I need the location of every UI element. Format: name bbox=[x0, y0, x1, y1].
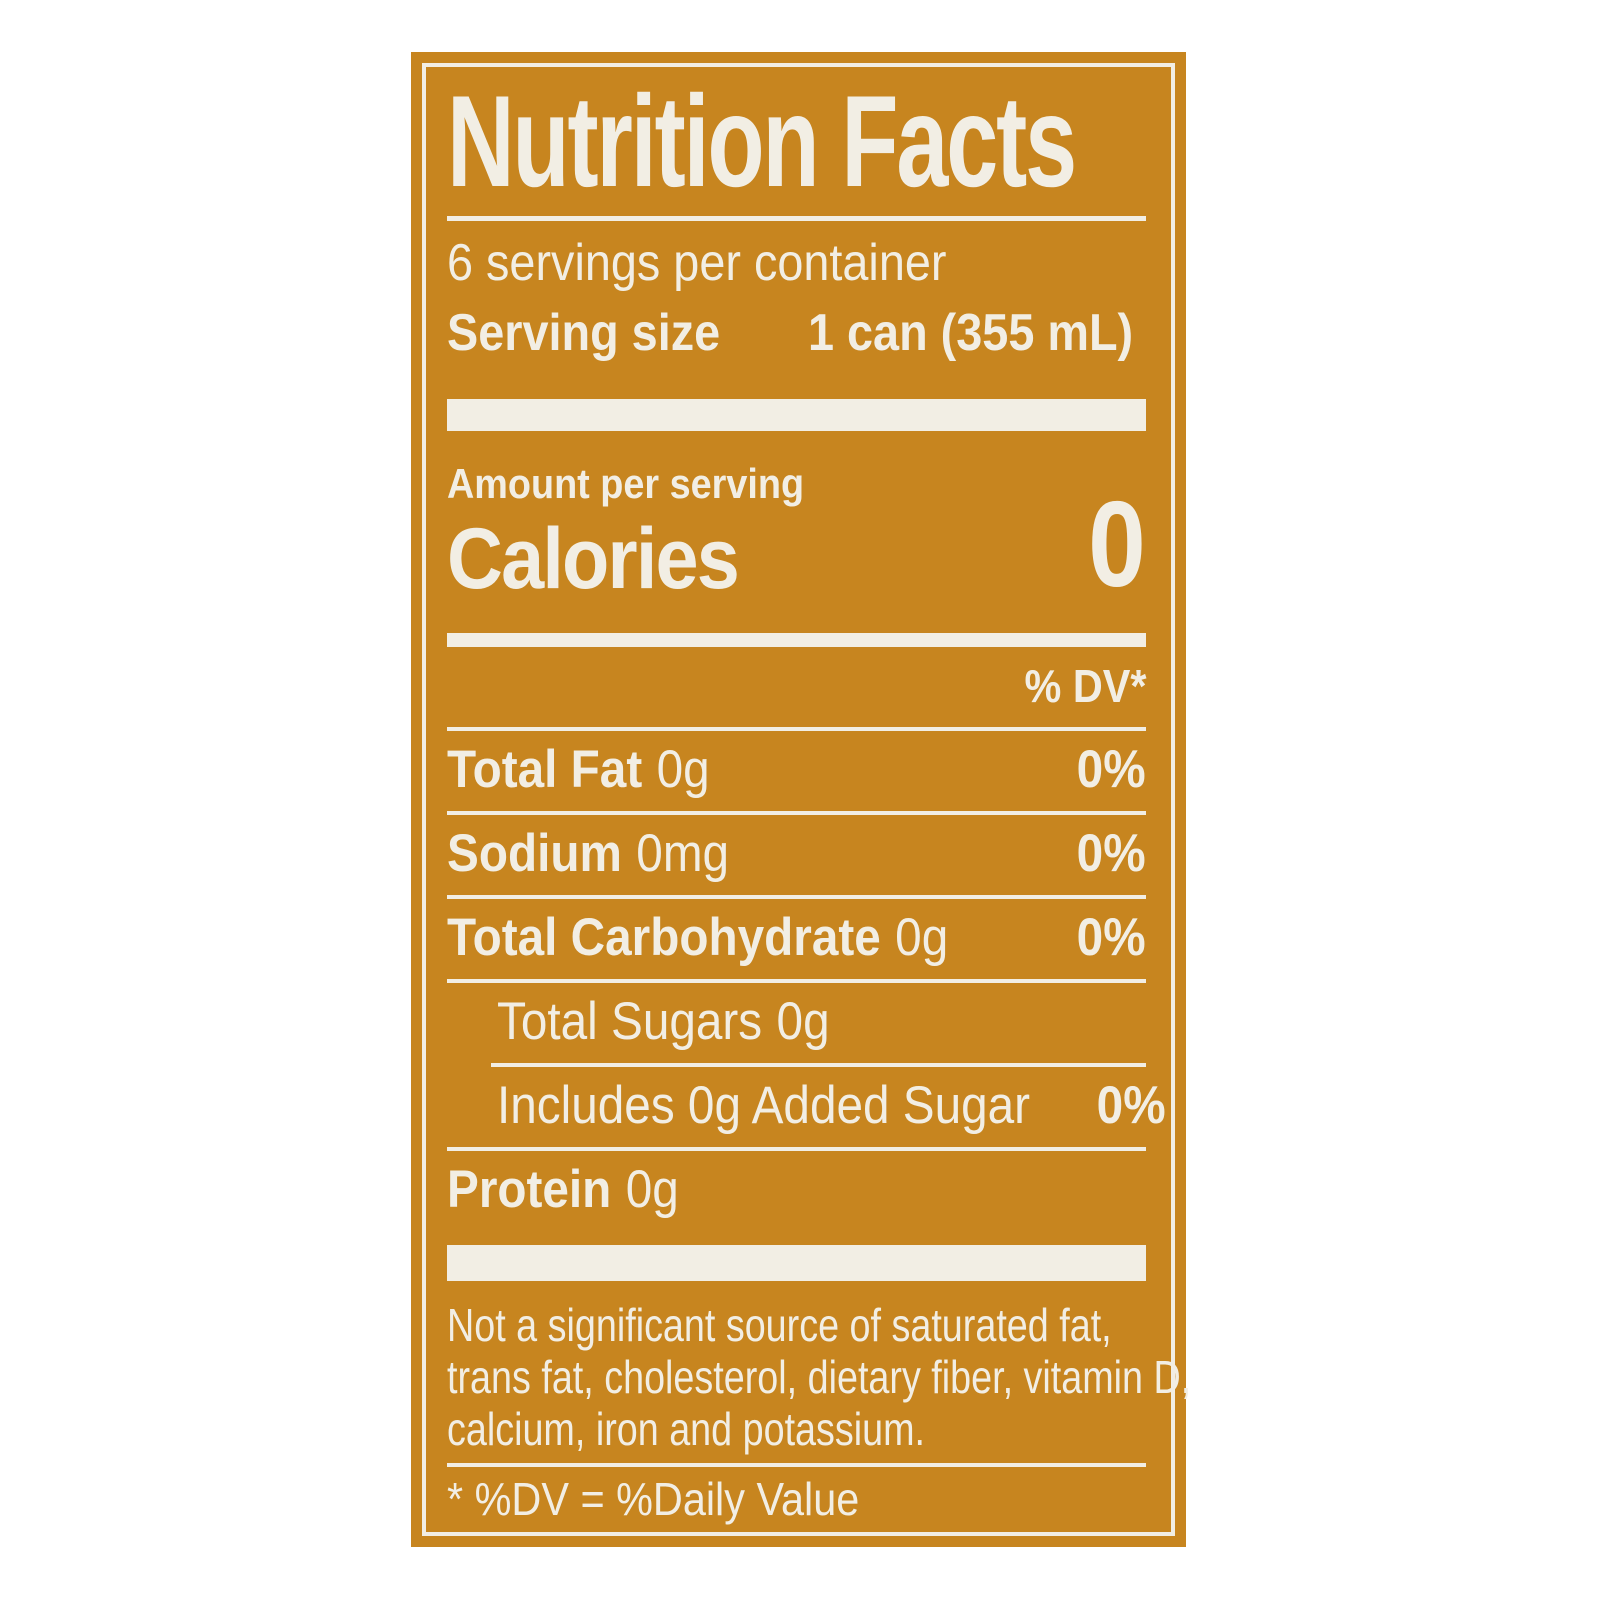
nutrient-amount: 0g bbox=[776, 992, 830, 1051]
calories-label: Calories bbox=[447, 511, 740, 607]
title-divider bbox=[447, 216, 1146, 221]
nutrient-name: Total Carbohydrate bbox=[447, 908, 881, 967]
divider bbox=[447, 1147, 1146, 1151]
section-bar-top bbox=[447, 399, 1146, 431]
calories-value: 0 bbox=[1088, 476, 1146, 612]
daily-value-note: * %DV = %Daily Value bbox=[447, 1473, 860, 1525]
nutrient-name: Includes 0g Added Sugar bbox=[497, 1076, 1031, 1135]
nutrition-facts-panel: Nutrition Facts 6 servings per container… bbox=[411, 52, 1192, 1547]
percent-dv-header: % DV* bbox=[1024, 660, 1146, 712]
nutrient-row-total-carbohydrate: Total Carbohydrate 0g 0% bbox=[447, 899, 1146, 979]
nutrient-amount: 0mg bbox=[636, 824, 730, 883]
calories-section: Amount per serving Calories 0 bbox=[447, 459, 1146, 607]
servings-per-container: 6 servings per container bbox=[447, 234, 947, 292]
panel-content: Nutrition Facts 6 servings per container… bbox=[447, 52, 1192, 1525]
divider bbox=[447, 895, 1146, 899]
nutrient-amount: 0g bbox=[625, 1160, 679, 1219]
nutrition-facts-title-text: Nutrition Facts bbox=[447, 68, 1077, 214]
nutrition-facts-title: Nutrition Facts bbox=[447, 66, 1146, 216]
nutrient-amount: 0g bbox=[895, 908, 949, 967]
nutrient-dv: 0% bbox=[1096, 1076, 1166, 1135]
nutrient-name: Total Sugars bbox=[497, 992, 763, 1051]
divider bbox=[447, 979, 1146, 983]
serving-size-label: Serving size bbox=[447, 304, 721, 362]
nutrient-dv: 0% bbox=[1077, 908, 1146, 967]
nutrient-name: Total Fat bbox=[447, 740, 643, 799]
nutrient-name: Protein bbox=[447, 1160, 612, 1219]
nutrient-row-sodium: Sodium 0mg 0% bbox=[447, 815, 1146, 895]
serving-size-value: 1 can (355 mL) bbox=[808, 304, 1134, 362]
divider-indented bbox=[491, 1063, 1146, 1067]
nutrient-row-total-fat: Total Fat 0g 0% bbox=[447, 731, 1146, 811]
serving-size-row: Serving size 1 can (355 mL) bbox=[447, 301, 1146, 365]
nutrient-dv: 0% bbox=[1077, 740, 1146, 799]
footnote-line: trans fat, cholesterol, dietary fiber, v… bbox=[447, 1351, 1192, 1403]
nutrient-row-total-sugars: Total Sugars 0g bbox=[447, 983, 1146, 1063]
amount-per-serving-label: Amount per serving bbox=[447, 460, 805, 507]
divider bbox=[447, 727, 1146, 731]
nutrient-name: Sodium bbox=[447, 824, 622, 883]
footnote-line: Not a significant source of saturated fa… bbox=[447, 1299, 1112, 1351]
section-bar-bottom bbox=[447, 1245, 1146, 1281]
nutrient-dv: 0% bbox=[1077, 824, 1146, 883]
divider bbox=[447, 811, 1146, 815]
calories-divider-bar bbox=[447, 633, 1146, 647]
nutrient-row-added-sugar: Includes 0g Added Sugar 0% bbox=[447, 1067, 1166, 1147]
footnote: Not a significant source of saturated fa… bbox=[447, 1299, 1192, 1455]
divider bbox=[447, 1463, 1146, 1467]
nutrient-row-protein: Protein 0g bbox=[447, 1151, 1146, 1231]
nutrient-amount: 0g bbox=[656, 740, 710, 799]
footnote-line: calcium, iron and potassium. bbox=[447, 1403, 926, 1455]
